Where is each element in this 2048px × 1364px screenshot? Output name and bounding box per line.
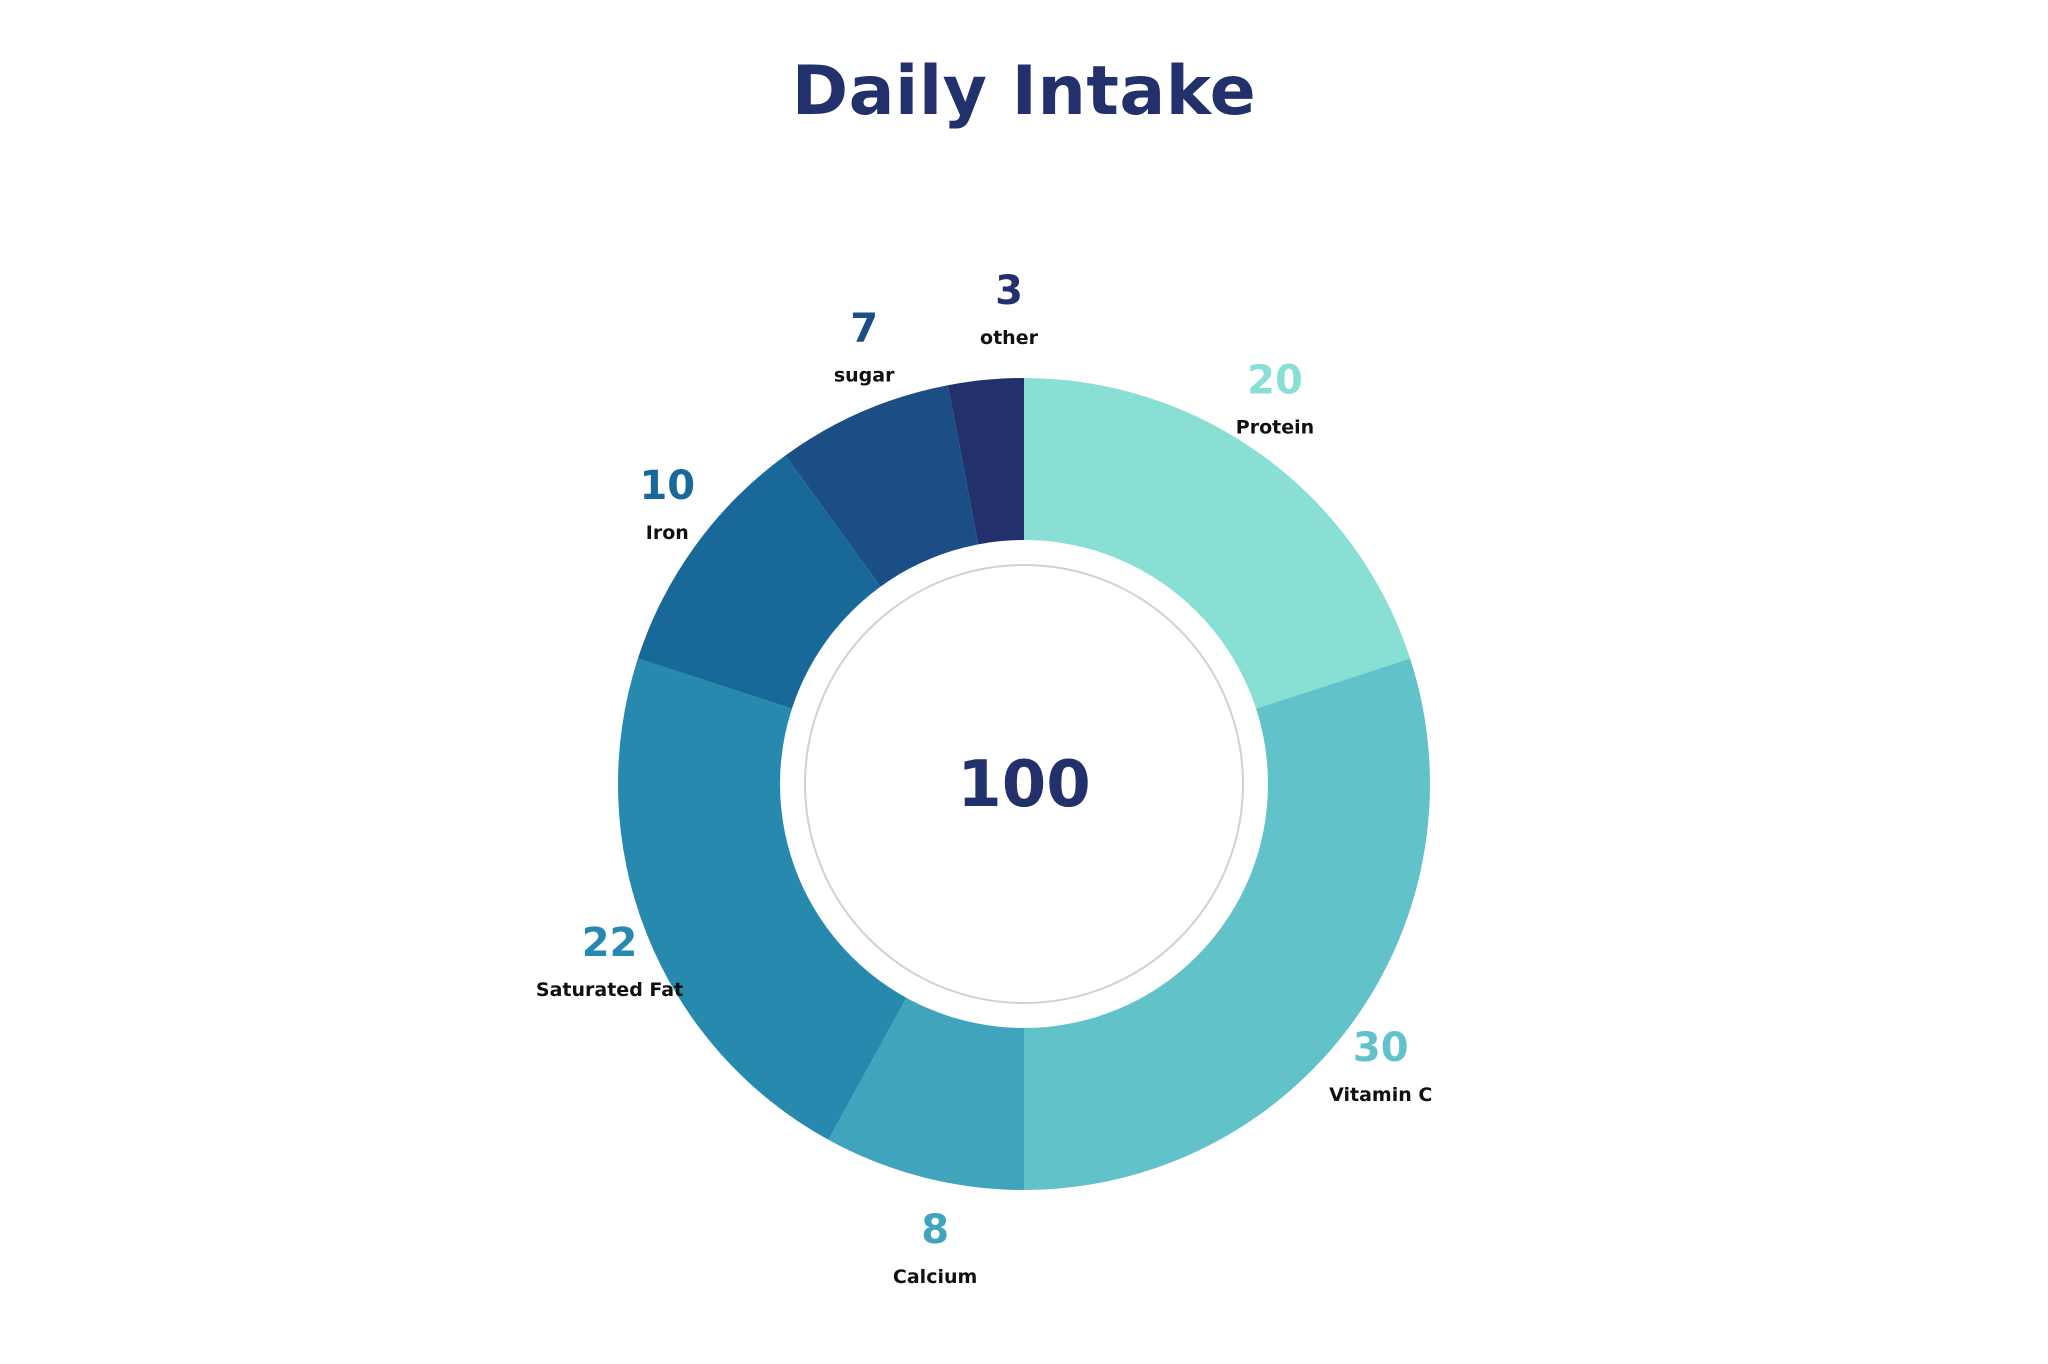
slice-value-iron: 10 (639, 463, 695, 509)
slice-other (947, 378, 1024, 588)
slice-label-iron: Iron (646, 522, 689, 544)
center-ring (804, 564, 1244, 1004)
center-total: 100 (957, 748, 1091, 822)
slice-label-protein: Protein (1236, 416, 1314, 438)
slice-label-other: other (980, 327, 1039, 349)
slice-labels: 20 Protein 30 Vitamin C 8 Calcium 22 Saturated … (536, 268, 1432, 1288)
slice-label-vitamin-c: Vitamin C (1329, 1084, 1432, 1106)
slice-label-sugar: sugar (834, 364, 895, 386)
slice-value-calcium: 8 (921, 1207, 949, 1253)
slice-protein (1024, 378, 1411, 723)
slice-value-protein: 20 (1247, 357, 1303, 403)
slice-value-vitamin-c: 30 (1353, 1025, 1409, 1071)
slice-label-saturated-fat: Saturated Fat (536, 979, 683, 1001)
chart-title: Daily Intake (791, 52, 1257, 131)
slice-label-calcium: Calcium (893, 1266, 977, 1288)
slice-saturated-fat (618, 658, 928, 1140)
slice-value-sugar: 7 (850, 305, 878, 351)
slice-vitamin-c (1024, 658, 1430, 1190)
slice-value-other: 3 (995, 268, 1023, 314)
donut-hole (780, 540, 1268, 1028)
slice-value-saturated-fat: 22 (582, 920, 638, 966)
